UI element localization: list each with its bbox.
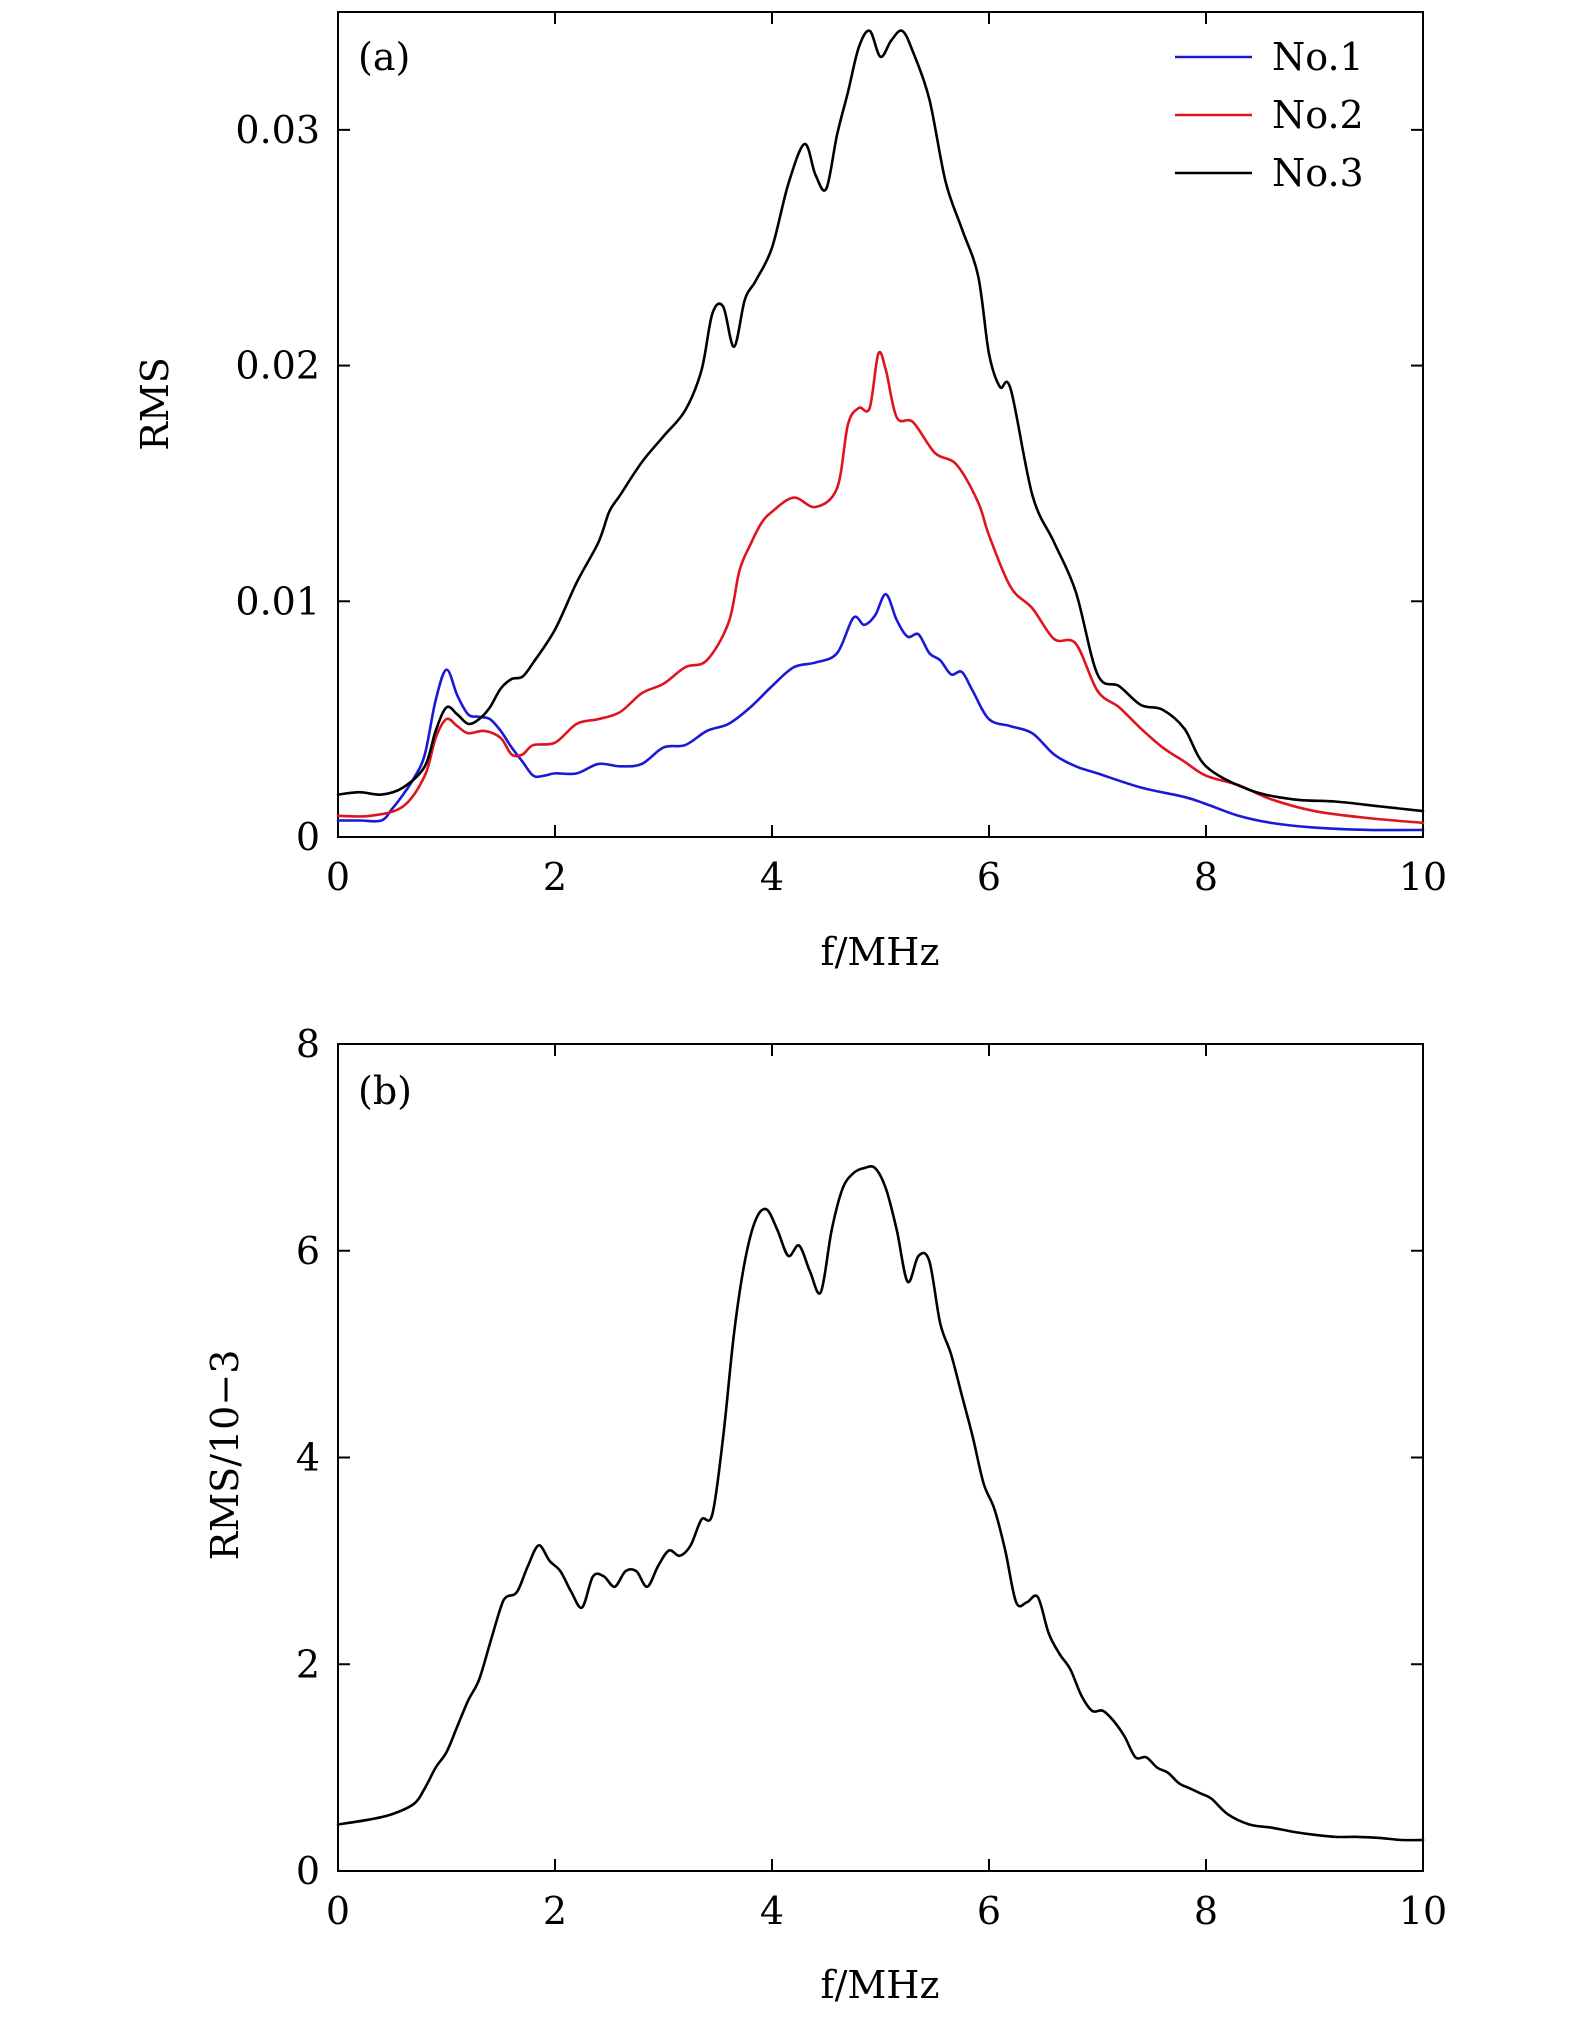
panel-b-x-tick-label: 4 — [760, 1889, 784, 1933]
panel-a-series-line-2 — [336, 350, 1425, 825]
panel-a-x-tick-label: 0 — [326, 855, 350, 899]
panel-b-x-axis-title: f/MHz — [821, 1963, 940, 2007]
legend-label-3: No.3 — [1272, 151, 1364, 195]
panel-b-x-tick-label: 10 — [1399, 1889, 1447, 1933]
panel-b-series-group — [336, 1165, 1425, 1842]
panel-a-x-axis-title-text: f/MHz — [821, 930, 940, 974]
panel-b-y-ticks: 0 2 4 6 8 — [296, 1022, 1423, 1893]
panel-a-x-tick-label: 4 — [760, 855, 784, 899]
panel-a-x-tick-label: 10 — [1399, 855, 1447, 899]
panel-b: 0 2 4 6 8 10 0 2 4 6 8 (b) f/MHz RMS/10−3 — [203, 1022, 1447, 2007]
panel-b-y-tick-label: 6 — [296, 1229, 320, 1273]
legend-label-1: No.1 — [1272, 35, 1364, 79]
panel-a-x-axis-title: f/MHz — [821, 930, 940, 974]
panel-a-x-ticks: 0 2 4 6 8 10 — [326, 12, 1447, 899]
panel-b-x-axis-title-text: f/MHz — [821, 1963, 940, 2007]
panel-a-x-tick-label: 2 — [543, 855, 567, 899]
panel-a: 0 2 4 6 8 10 0 0.01 0.02 0.03 (a) f/MHz RMS No.1… — [133, 11, 1447, 974]
panel-a-series-group — [336, 29, 1425, 832]
panel-b-y-tick-label: 8 — [296, 1022, 320, 1066]
panel-a-series-line-1 — [336, 592, 1425, 832]
panel-b-x-tick-label: 6 — [977, 1889, 1001, 1933]
panel-b-y-tick-label: 4 — [296, 1436, 320, 1480]
panel-b-x-tick-label: 2 — [543, 1889, 567, 1933]
panel-a-x-tick-label: 8 — [1194, 855, 1218, 899]
panel-a-y-tick-label: 0.01 — [235, 579, 320, 623]
panel-a-y-axis-title: RMS — [133, 357, 177, 451]
panel-b-plot-frame — [337, 1043, 1424, 1872]
panel-a-y-tick-label: 0 — [296, 815, 320, 859]
panel-a-x-tick-label: 6 — [977, 855, 1001, 899]
panel-a-label: (a) — [358, 35, 410, 79]
panel-b-series-line-1 — [336, 1165, 1425, 1842]
panel-b-y-tick-label: 2 — [296, 1642, 320, 1686]
legend-label-2: No.2 — [1272, 93, 1364, 137]
panel-b-y-tick-label: 0 — [296, 1849, 320, 1893]
panel-a-series-line-3 — [336, 29, 1425, 813]
panel-b-label: (b) — [358, 1069, 412, 1113]
panel-a-y-tick-label: 0.03 — [235, 108, 320, 152]
panel-b-x-tick-label: 0 — [326, 1889, 350, 1933]
panel-a-legend: No.1 No.2 No.3 — [1175, 35, 1364, 195]
panel-a-plot-frame — [337, 11, 1424, 838]
panel-a-y-tick-label: 0.02 — [235, 344, 320, 388]
panel-b-x-ticks: 0 2 4 6 8 10 — [326, 1044, 1447, 1933]
panel-a-y-ticks: 0 0.01 0.02 0.03 — [235, 108, 1423, 859]
panel-b-y-axis-title: RMS/10−3 — [203, 1350, 247, 1561]
panel-b-x-tick-label: 8 — [1194, 1889, 1218, 1933]
